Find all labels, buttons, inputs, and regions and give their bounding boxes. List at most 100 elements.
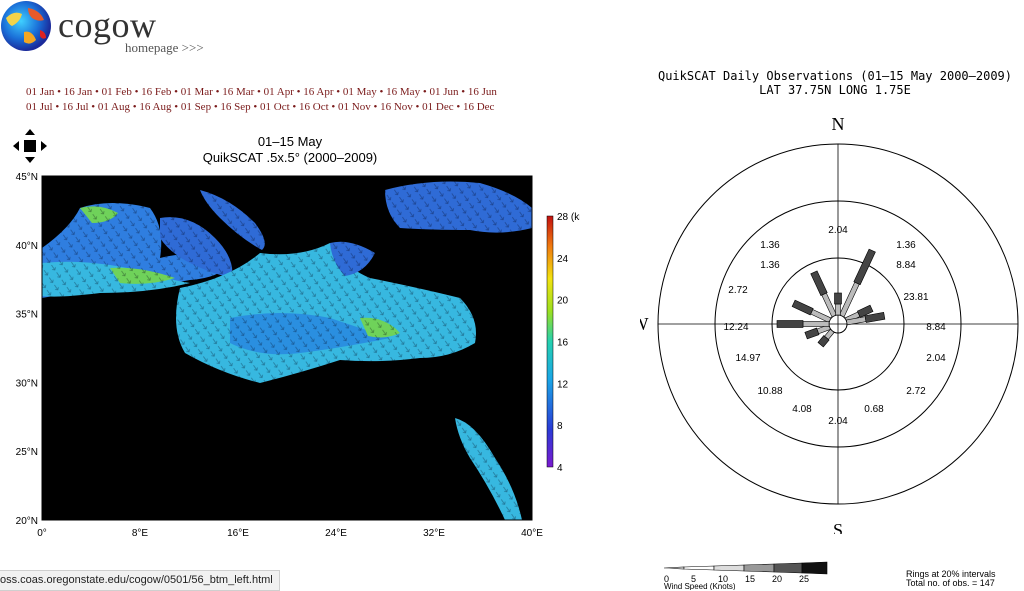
rings-interval-text: Rings at 20% intervals <box>906 569 996 579</box>
rose-sector-label: 8.84 <box>896 260 916 271</box>
date-link[interactable]: 01 Jul <box>26 101 53 113</box>
date-separator: • <box>333 86 343 98</box>
colorbar-label: 16 <box>557 338 569 349</box>
rose-sector-label: 0.68 <box>864 404 884 415</box>
date-link[interactable]: 01 Mar <box>180 86 213 98</box>
legend-tick: 25 <box>799 574 809 584</box>
date-separator: • <box>171 86 181 98</box>
legend-tick: 0 <box>664 574 669 584</box>
date-link[interactable]: 01 Nov <box>338 101 371 113</box>
colorbar-label: 28 (kn) <box>557 212 580 223</box>
date-separator: • <box>293 86 304 98</box>
date-link[interactable]: 16 Oct <box>299 101 329 113</box>
date-link[interactable]: 01 Sep <box>180 101 212 113</box>
map-pan-control-icon[interactable] <box>11 127 49 165</box>
wind-speed-caption: Wind Speed (Knots) <box>664 582 736 590</box>
rose-sector-label: 2.72 <box>728 285 748 296</box>
compass-south: S <box>833 520 843 534</box>
date-link[interactable]: 16 Jan <box>63 86 93 98</box>
rose-title-line-2: LAT 37.75N LONG 1.75E <box>759 83 911 97</box>
rose-sector-label: 2.04 <box>926 353 946 364</box>
longitude-label: 0° <box>37 528 47 539</box>
date-link[interactable]: 01 Jan <box>26 86 55 98</box>
date-links-row-1: 01 Jan • 16 Jan • 01 Feb • 16 Feb • 01 M… <box>26 86 497 98</box>
rose-sector-label: 12.24 <box>723 322 748 333</box>
rose-sector-label: 2.72 <box>906 386 926 397</box>
homepage-link[interactable]: homepage >>> <box>125 40 204 55</box>
date-link[interactable]: 16 May <box>386 86 421 98</box>
wind-speed-legend: 0 5 10 15 20 25 Wind Speed (Knots) <box>663 561 828 590</box>
colorbar-label: 4 <box>557 463 563 474</box>
rose-petal <box>791 299 832 323</box>
map-title: 01–15 May QuikSCAT .5x.5° (2000–2009) <box>140 134 440 166</box>
rose-sector-label: 23.81 <box>903 292 928 303</box>
date-link[interactable]: 16 Apr <box>303 86 334 98</box>
date-links-row-2: 01 Jul • 16 Jul • 01 Aug • 16 Aug • 01 S… <box>26 101 494 113</box>
date-link[interactable]: 16 Jun <box>467 86 497 98</box>
date-link[interactable]: 01 Dec <box>422 101 454 113</box>
status-bar-url: oss.coas.oregonstate.edu/cogow/0501/56_b… <box>0 570 280 591</box>
longitude-label: 24°E <box>325 528 347 539</box>
rings-note: Rings at 20% intervals Total no. of obs.… <box>906 570 996 588</box>
date-separator: • <box>131 86 142 98</box>
date-link[interactable]: 16 Mar <box>222 86 255 98</box>
colorbar-label: 24 <box>557 254 569 265</box>
date-link[interactable]: 16 Aug <box>139 101 172 113</box>
total-obs-text: Total no. of obs. = 147 <box>906 578 995 588</box>
date-link[interactable]: 16 Nov <box>380 101 413 113</box>
date-link[interactable]: 16 Dec <box>462 101 495 113</box>
rose-petal <box>776 320 830 328</box>
date-separator: • <box>212 86 223 98</box>
cogow-logo[interactable] <box>0 0 52 52</box>
wind-vector-layer <box>42 176 532 520</box>
colorbar-labels: 28 (kn) 24 20 16 12 8 4 <box>557 212 580 474</box>
longitude-label: 40°E <box>521 528 543 539</box>
colorbar-label: 12 <box>557 379 569 390</box>
rose-sector-label: 8.84 <box>926 322 946 333</box>
rose-petal <box>810 270 837 318</box>
legend-tick: 20 <box>772 574 782 584</box>
latitude-labels: 45°N 40°N 35°N 30°N 25°N 20°N <box>16 172 38 527</box>
date-link[interactable]: 01 Jun <box>429 86 459 98</box>
date-link[interactable]: 01 Aug <box>97 101 130 113</box>
colorbar-label: 20 <box>557 296 569 307</box>
rose-sector-label: 2.04 <box>828 416 848 427</box>
rose-petal <box>834 292 842 316</box>
date-link[interactable]: 16 Jul <box>61 101 89 113</box>
date-separator: • <box>171 101 181 113</box>
wind-map[interactable]: 45°N 40°N 35°N 30°N 25°N 20°N 0° 8°E 16°E 24°E 32… <box>0 168 580 540</box>
date-link[interactable]: 16 Feb <box>141 86 172 98</box>
rose-sector-label: 10.88 <box>757 386 782 397</box>
latitude-label: 40°N <box>16 241 38 252</box>
date-link[interactable]: 01 Apr <box>263 86 294 98</box>
date-link[interactable]: 01 May <box>342 86 377 98</box>
date-separator: • <box>52 101 62 113</box>
date-separator: • <box>376 86 387 98</box>
date-separator: • <box>458 86 468 98</box>
latitude-label: 25°N <box>16 447 38 458</box>
date-separator: • <box>88 101 98 113</box>
date-link[interactable]: 01 Feb <box>101 86 132 98</box>
longitude-label: 8°E <box>132 528 149 539</box>
date-separator: • <box>211 101 221 113</box>
rose-petal <box>846 312 886 326</box>
date-separator: • <box>92 86 102 98</box>
rose-sector-label: 1.36 <box>760 240 780 251</box>
rose-sector-label: 4.08 <box>792 404 812 415</box>
rose-petal <box>817 328 835 348</box>
legend-tick: 5 <box>691 574 696 584</box>
rose-title-line-1: QuikSCAT Daily Observations (01–15 May 2… <box>657 69 1012 83</box>
map-frame <box>41 175 533 521</box>
date-separator: • <box>289 101 300 113</box>
legend-tick: 10 <box>718 574 728 584</box>
colorbar-label: 8 <box>557 421 563 432</box>
date-separator: • <box>370 101 381 113</box>
latitude-label: 30°N <box>16 378 38 389</box>
date-link[interactable]: 16 Sep <box>220 101 251 113</box>
rose-sector-label: 2.04 <box>828 225 848 236</box>
colorbar <box>546 215 554 468</box>
date-separator: • <box>254 86 264 98</box>
date-link[interactable]: 01 Oct <box>260 101 290 113</box>
compass-north: N <box>832 114 845 134</box>
legend-tick: 15 <box>745 574 755 584</box>
